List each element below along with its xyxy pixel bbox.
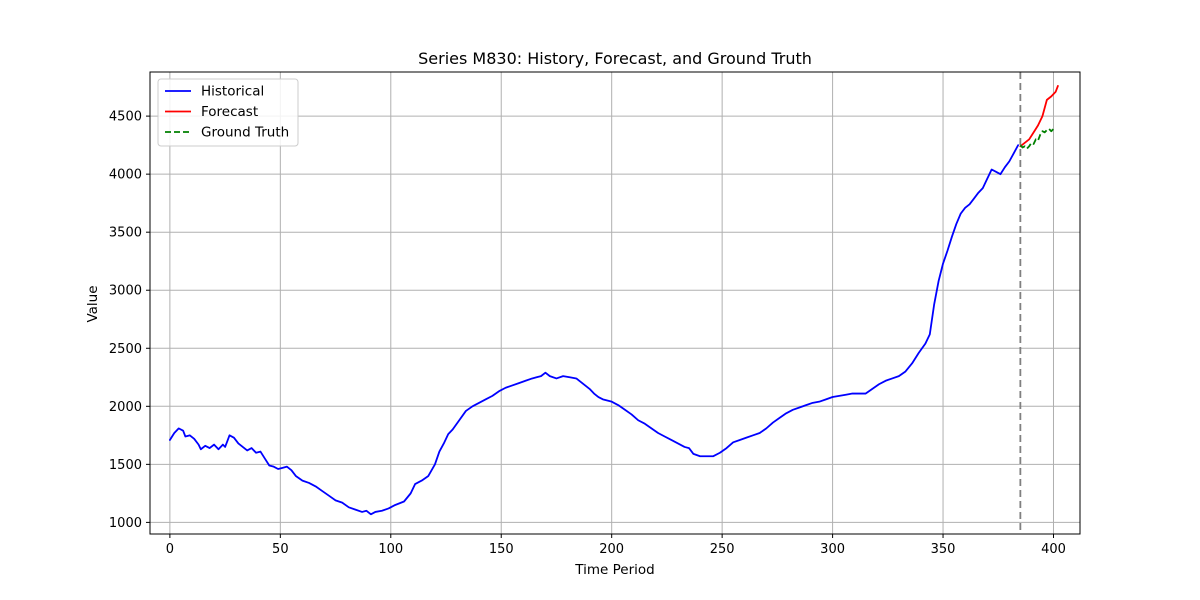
series-line-forecast	[1019, 85, 1059, 148]
legend-box	[157, 78, 299, 147]
series-line-ground-truth	[1019, 127, 1056, 150]
x-tick-label: 50	[272, 542, 289, 557]
y-tick-label: 4500	[109, 110, 142, 125]
axes-frame	[149, 71, 1081, 535]
legend-label-forecast: Forecast	[201, 104, 258, 120]
x-tick-label: 200	[599, 542, 624, 557]
legend-label-historical: Historical	[201, 84, 264, 100]
y-tick-label: 2500	[109, 342, 142, 357]
x-tick-label: 300	[820, 542, 845, 557]
y-tick-label: 1000	[109, 516, 142, 531]
series-line-historical	[168, 144, 1020, 516]
y-tick-label: 3500	[109, 226, 142, 241]
x-tick-label: 0	[166, 542, 174, 557]
x-axis-label: Time Period	[574, 562, 654, 578]
x-tick-label: 350	[931, 542, 956, 557]
series-group	[168, 85, 1059, 516]
y-tick-label: 3000	[109, 284, 142, 299]
y-tick-label: 2000	[109, 400, 142, 415]
legend-label-ground-truth: Ground Truth	[201, 125, 289, 141]
y-axis-label: Value	[85, 285, 101, 322]
x-tick-label: 150	[489, 542, 514, 557]
legend: Historical Forecast Ground Truth	[157, 78, 299, 147]
x-tick-label: 250	[710, 542, 735, 557]
chart-title: Series M830: History, Forecast, and Grou…	[418, 49, 812, 68]
y-tick-label: 1500	[109, 458, 142, 473]
x-tick-label: 400	[1041, 542, 1066, 557]
x-tick-label: 100	[378, 542, 403, 557]
plot-area: 0 50 100 150 200 250 300 350 400 1000 1500 2000 2500…	[109, 71, 1081, 557]
y-tick-label: 4000	[109, 168, 142, 183]
